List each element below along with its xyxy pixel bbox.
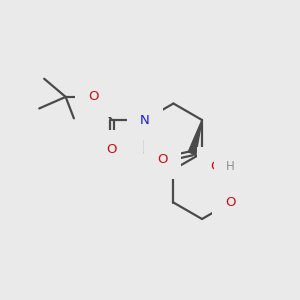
Text: O: O	[106, 143, 117, 156]
Text: O: O	[157, 153, 168, 166]
Text: O: O	[225, 196, 236, 209]
Text: O: O	[210, 160, 220, 173]
Text: O: O	[88, 90, 99, 104]
Text: N: N	[140, 113, 150, 127]
Polygon shape	[188, 120, 202, 154]
Text: H: H	[226, 160, 234, 173]
